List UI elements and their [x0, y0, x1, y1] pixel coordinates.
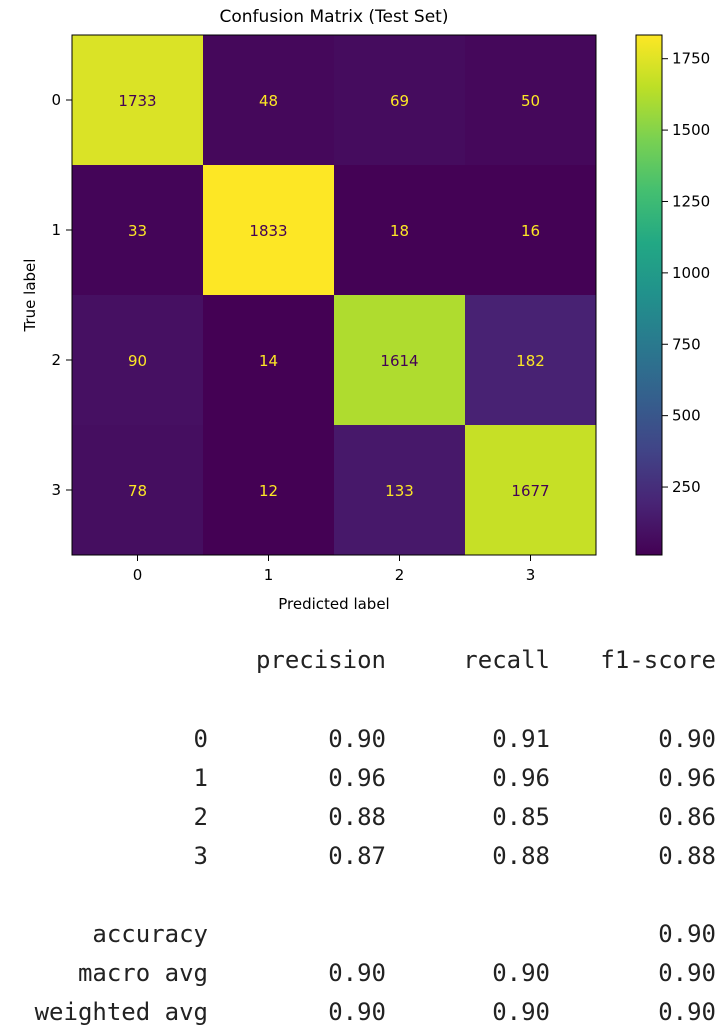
- matrix-cell: [465, 165, 596, 295]
- colorbar-tick-label: 500: [672, 407, 701, 425]
- report-row-label: 2: [193, 803, 208, 831]
- y-tick-label: 3: [51, 481, 61, 499]
- matrix-cell: [72, 295, 203, 425]
- report-summary-recall-value: 0.90: [492, 998, 550, 1026]
- report-recall-value: 0.91: [492, 725, 550, 753]
- report-row-label: 3: [193, 842, 208, 870]
- x-axis-label: Predicted label: [278, 595, 389, 613]
- matrix-cell: [334, 35, 465, 165]
- cell-value-label: 50: [521, 92, 540, 110]
- matrix-cell: [203, 165, 334, 295]
- cell-value-label: 69: [390, 92, 409, 110]
- x-tick-label: 0: [133, 566, 143, 584]
- matrix-cell: [465, 295, 596, 425]
- chart-title: Confusion Matrix (Test Set): [220, 7, 449, 27]
- colorbar-tick-label: 1500: [672, 121, 710, 139]
- matrix-cell: [465, 35, 596, 165]
- matrix-cell: [203, 35, 334, 165]
- report-recall-value: 0.85: [492, 803, 550, 831]
- plot-frame: [71, 34, 597, 556]
- matrix-cell: [334, 165, 465, 295]
- report-f1-value: 0.86: [658, 803, 716, 831]
- report-summary-label: weighted avg: [34, 998, 208, 1026]
- report-row-label: 0: [193, 725, 208, 753]
- colorbar: [635, 34, 663, 556]
- cell-value-label: 78: [128, 482, 147, 500]
- cell-value-label: 18: [390, 222, 409, 240]
- report-recall-value: 0.88: [492, 842, 550, 870]
- report-precision-value: 0.87: [328, 842, 386, 870]
- report-summary-label: accuracy: [92, 920, 208, 948]
- report-summary-label: macro avg: [77, 959, 208, 987]
- cell-value-label: 133: [385, 482, 414, 500]
- colorbar-tick-label: 1250: [672, 192, 710, 210]
- cell-value-label: 1677: [511, 482, 549, 500]
- y-axis-label: True label: [21, 259, 39, 333]
- report-f1-value: 0.90: [658, 725, 716, 753]
- x-tick-label: 1: [264, 566, 274, 584]
- matrix-cell: [72, 425, 203, 555]
- report-summary-f1-value: 0.90: [658, 959, 716, 987]
- report-summary-precision-value: 0.90: [328, 998, 386, 1026]
- report-header-precision: precision: [255, 646, 386, 674]
- report-row-label: 1: [193, 764, 208, 792]
- x-tick-label: 3: [526, 566, 536, 584]
- report-precision-value: 0.90: [328, 725, 386, 753]
- cell-value-label: 1614: [380, 352, 418, 370]
- cell-value-label: 48: [259, 92, 278, 110]
- report-summary-recall-value: 0.90: [492, 959, 550, 987]
- matrix-cell: [72, 35, 203, 165]
- report-precision-value: 0.88: [328, 803, 386, 831]
- report-recall-value: 0.96: [492, 764, 550, 792]
- y-tick-label: 0: [51, 91, 61, 109]
- matrix-cell: [334, 295, 465, 425]
- report-f1-value: 0.88: [658, 842, 716, 870]
- matrix-cell: [465, 425, 596, 555]
- colorbar-tick-label: 750: [672, 335, 701, 353]
- report-precision-value: 0.96: [328, 764, 386, 792]
- y-tick-label: 2: [51, 351, 61, 369]
- report-summary-f1-value: 0.90: [658, 920, 716, 948]
- cell-value-label: 90: [128, 352, 147, 370]
- cell-value-label: 12: [259, 482, 278, 500]
- report-summary-f1-value: 0.90: [658, 998, 716, 1026]
- cell-value-label: 1733: [118, 92, 156, 110]
- x-tick-label: 2: [395, 566, 405, 584]
- report-header-f1-score: f1-score: [600, 646, 716, 674]
- classification-report: precision recall f1-score 0 0.90 0.91 0.90 1 0.9…: [0, 630, 721, 1026]
- cell-value-label: 1833: [249, 222, 287, 240]
- colorbar-tick-label: 1750: [672, 50, 710, 68]
- matrix-cell: [334, 425, 465, 555]
- colorbar-tick-label: 1000: [672, 264, 710, 282]
- matrix-cell: [203, 295, 334, 425]
- cell-value-label: 182: [516, 352, 545, 370]
- matrix-cell: [203, 425, 334, 555]
- confusion-matrix-chart: Confusion Matrix (Test Set) 1733 48 69 5033…: [21, 7, 710, 613]
- report-f1-value: 0.96: [658, 764, 716, 792]
- colorbar-tick-label: 250: [672, 478, 701, 496]
- cell-value-label: 33: [128, 222, 147, 240]
- matrix-cell: [72, 165, 203, 295]
- cell-value-label: 16: [521, 222, 540, 240]
- report-header-recall: recall: [463, 646, 550, 674]
- y-tick-label: 1: [51, 221, 61, 239]
- cell-value-label: 14: [259, 352, 278, 370]
- report-summary-precision-value: 0.90: [328, 959, 386, 987]
